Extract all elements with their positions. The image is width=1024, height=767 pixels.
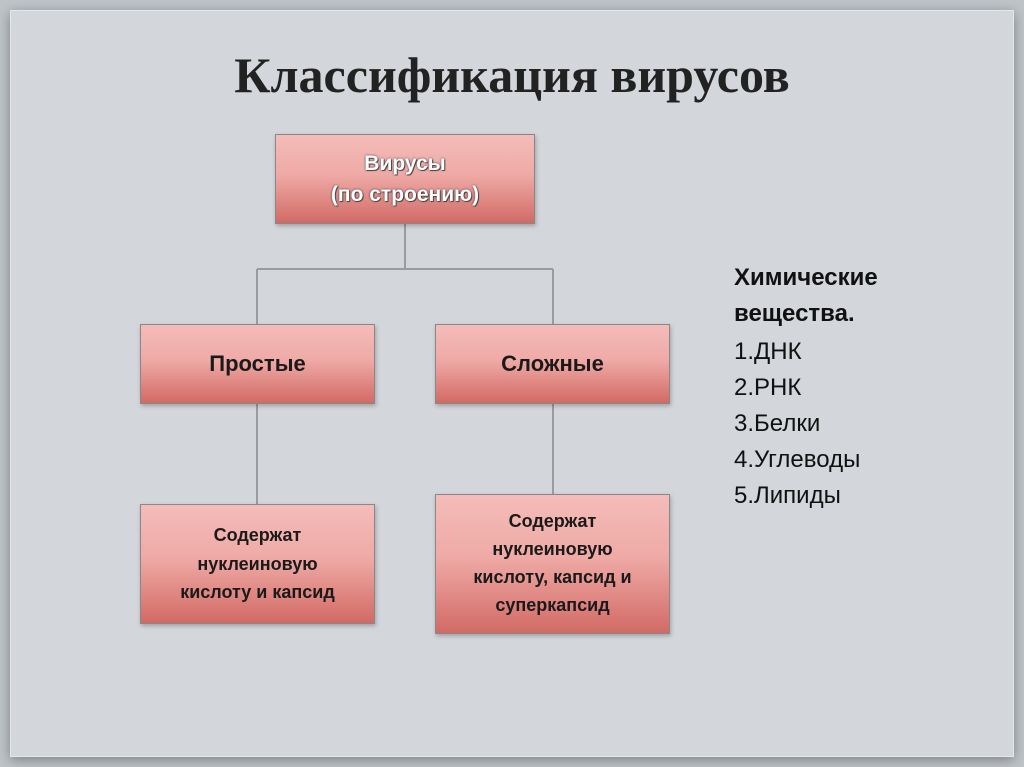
node-complex-desc: Содержат нуклеиновую кислоту, капсид и с… — [435, 494, 670, 634]
list-item: 4.Углеводы — [734, 442, 964, 478]
node-root-line2: (по строению) — [331, 179, 479, 211]
node-simple-desc-l2: нуклеиновую — [197, 550, 317, 579]
node-simple: Простые — [140, 324, 375, 404]
list-item: 3.Белки — [734, 406, 964, 442]
list-item: 1.ДНК — [734, 334, 964, 370]
node-simple-desc-l1: Содержат — [214, 521, 302, 550]
classification-tree: Вирусы (по строению) Простые Сложные Сод… — [110, 134, 740, 664]
node-simple-desc-l3: кислоту и капсид — [180, 578, 335, 607]
sidebar-heading: Химические вещества. — [734, 260, 964, 332]
slide-canvas: Классификация вирусов Вирусы (по строени… — [10, 10, 1014, 757]
slide-title: Классификация вирусов — [60, 46, 964, 104]
node-root-line1: Вирусы — [364, 148, 445, 180]
list-item: 5.Липиды — [734, 478, 964, 514]
node-complex-desc-l1: Содержат — [509, 508, 597, 536]
node-complex-desc-l3: кислоту, капсид и — [473, 564, 631, 592]
chemical-substances-list: Химические вещества. 1.ДНК 2.РНК 3.Белки… — [734, 260, 964, 514]
node-simple-desc: Содержат нуклеиновую кислоту и капсид — [140, 504, 375, 624]
node-complex-label: Сложные — [501, 351, 604, 377]
node-complex-desc-l2: нуклеиновую — [492, 536, 612, 564]
node-complex-desc-l4: суперкапсид — [495, 592, 609, 620]
list-item: 2.РНК — [734, 370, 964, 406]
node-simple-label: Простые — [209, 351, 305, 377]
node-root: Вирусы (по строению) — [275, 134, 535, 224]
node-complex: Сложные — [435, 324, 670, 404]
